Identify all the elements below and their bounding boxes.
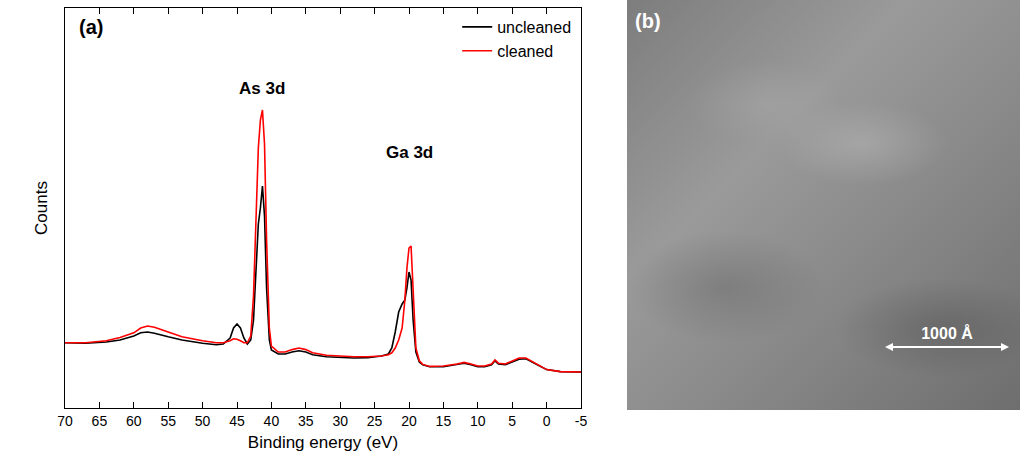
svg-text:Binding energy (eV): Binding energy (eV): [248, 433, 398, 452]
svg-text:65: 65: [92, 413, 108, 429]
svg-text:70: 70: [57, 413, 73, 429]
svg-text:35: 35: [298, 413, 314, 429]
svg-text:45: 45: [229, 413, 245, 429]
svg-text:uncleaned: uncleaned: [497, 19, 571, 36]
svg-text:(a): (a): [79, 16, 103, 38]
svg-text:cleaned: cleaned: [497, 43, 553, 60]
svg-text:10: 10: [470, 413, 486, 429]
svg-text:-5: -5: [575, 413, 588, 429]
svg-text:15: 15: [436, 413, 452, 429]
svg-text:40: 40: [264, 413, 280, 429]
svg-text:As 3d: As 3d: [239, 79, 285, 98]
svg-text:25: 25: [367, 413, 383, 429]
svg-text:50: 50: [195, 413, 211, 429]
svg-text:Counts: Counts: [32, 181, 51, 235]
svg-text:Ga 3d: Ga 3d: [386, 143, 433, 162]
svg-text:20: 20: [401, 413, 417, 429]
svg-text:1000 Å: 1000 Å: [921, 324, 973, 342]
svg-text:0: 0: [543, 413, 551, 429]
svg-text:30: 30: [332, 413, 348, 429]
svg-text:55: 55: [160, 413, 176, 429]
svg-text:5: 5: [508, 413, 516, 429]
svg-text:60: 60: [126, 413, 142, 429]
svg-text:(b): (b): [635, 10, 661, 32]
